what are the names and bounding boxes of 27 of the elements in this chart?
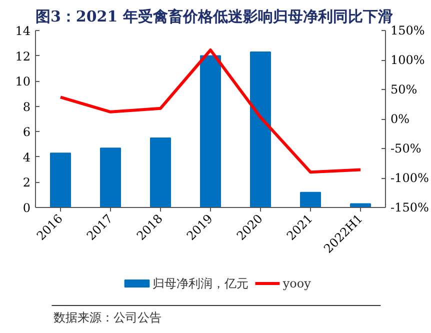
- bar: [150, 137, 171, 208]
- y2-tick-label: -50%: [390, 142, 422, 156]
- y-tick-label: 6: [22, 125, 31, 140]
- source-note: 数据来源：公司公告: [53, 310, 162, 324]
- y-tick-label: 0: [22, 201, 31, 215]
- legend-label: 归母净利润，亿元: [152, 276, 248, 290]
- bar: [100, 148, 121, 208]
- legend-label: yooy: [282, 276, 312, 290]
- bar: [350, 203, 371, 208]
- y-tick-label: 12: [15, 49, 31, 64]
- y-tick-label: 2: [22, 176, 31, 190]
- y-tick-label: 8: [22, 100, 31, 114]
- y-tick-label: 14: [15, 24, 31, 38]
- bar: [250, 51, 271, 208]
- y2-tick-label: 50%: [390, 82, 418, 96]
- bar: [50, 152, 71, 208]
- y2-tick-label: 0%: [390, 112, 410, 126]
- y2-tick-label: -150%: [390, 200, 429, 214]
- y2-tick-label: -100%: [390, 171, 429, 185]
- bar: [300, 192, 321, 208]
- y2-tick-label: 100%: [390, 53, 425, 67]
- y-tick-label: 10: [15, 74, 31, 89]
- line-series: [59, 48, 362, 174]
- y2-tick-label: 150%: [390, 24, 425, 38]
- y-tick-label: 4: [22, 150, 31, 164]
- chart-title: 图3：2021 年受禽畜价格低迷影响归母净利同比下滑: [36, 8, 393, 26]
- bar: [200, 55, 221, 208]
